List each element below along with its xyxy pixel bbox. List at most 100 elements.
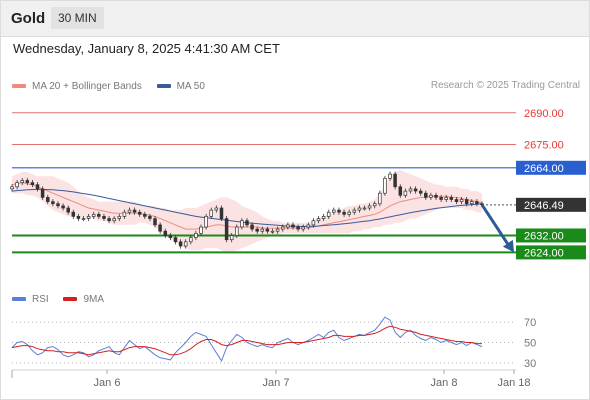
candle-body [97,213,101,217]
candle-body [429,194,433,198]
candle-body [270,230,275,233]
candle-body [117,216,122,219]
candle-body [470,201,474,205]
interval-button[interactable]: 30 MIN [51,7,104,29]
candle-body [250,224,254,230]
forecast-arrow-icon [480,203,514,253]
candle-body [178,241,183,247]
rsi-tick-label: 70 [524,317,536,329]
candle-body [357,207,362,211]
candle-body [454,199,459,202]
x-tick-label: Jan 18 [497,377,530,389]
candle-body [388,173,392,179]
copyright: Research © 2025 Trading Central [430,80,580,91]
candle-body [362,207,367,210]
candle-body [86,216,91,219]
ma50-swatch-icon [156,84,171,88]
candle-body [107,218,111,222]
candle-body [286,224,290,228]
candle-body [81,218,86,220]
candle-body [393,173,397,188]
symbol-name: Gold [11,10,46,27]
candle-body [260,228,265,232]
candle-body [20,180,24,183]
level-label-price: 2646.49 [524,200,564,212]
candle-body [245,220,249,226]
candle-body [383,178,387,194]
candle-body [40,188,45,198]
candle-body [122,211,127,217]
x-axis: Jan 6 Jan 7 Jan 8 Jan 18 [11,369,531,389]
timestamp: Wednesday, January 8, 2025 4:41:30 AM CE… [13,41,280,56]
arrow-head [502,239,514,253]
bollinger-band [12,169,482,253]
candle-body [378,192,382,205]
x-tick-label: Jan 7 [263,377,290,389]
candle-body [321,216,326,219]
candle-body [291,224,295,228]
key-levels [12,112,516,254]
rsi-panel: 70 50 30 [11,316,536,370]
candle-body [337,209,341,213]
candle-body [163,230,168,236]
candle-body [240,220,244,228]
candle-body [301,226,305,230]
rsi-ma-swatch-icon [63,297,78,301]
chart-header: Gold 30 MIN [0,0,590,37]
level-tag-support [516,245,586,260]
candle-body [229,235,234,241]
candles [10,171,484,249]
candle-body [326,211,331,217]
candle-body [112,218,116,222]
candle-body [311,220,316,226]
candle-body [332,209,336,213]
candle-body [25,180,30,183]
candle-body [204,216,208,228]
candle-body [316,218,321,222]
level-label-resistance: 2675.00 [524,140,564,152]
candle-body [418,190,423,194]
x-tick-label: Jan 6 [94,377,121,389]
level-label-support: 2632.00 [524,230,564,242]
candle-body [51,201,55,205]
candle-body [372,203,377,207]
rsi-ma-line [11,325,482,356]
candle-body [148,216,152,219]
candle-body [464,199,469,205]
candle-body [434,194,438,198]
candle-body [398,186,403,196]
candle-body [66,207,70,213]
rsi-tick-label: 50 [524,338,536,350]
candle-body [439,197,443,200]
candle-body [347,211,351,215]
legend-rsi-ma-label: 9MA [83,293,105,305]
candle-body [352,209,357,213]
candle-body [56,203,60,207]
legend-rsi: RSI [12,294,49,305]
candle-body [183,241,188,247]
rsi-line [11,316,483,363]
level-label-pivot: 2664.00 [524,163,564,175]
candle-body [137,211,142,215]
candle-body [199,226,203,234]
candle-body [173,237,178,243]
candle-body [275,228,280,232]
level-tag-pivot [516,160,586,175]
legend-rsi-label: RSI [32,293,49,305]
price-legend: MA 20 + Bollinger Bands MA 50 [12,80,217,92]
candle-body [449,197,454,200]
candle-body [127,209,132,213]
candle-body [194,233,198,238]
level-label-resistance: 2690.00 [524,108,564,120]
candle-body [189,237,193,243]
candle-body [30,182,35,186]
candle-body [71,211,76,217]
legend-rsi-ma: 9MA [63,294,104,305]
candle-body [424,192,428,198]
candle-body [408,188,413,192]
legend-ma50-label: MA 50 [176,80,205,92]
candle-body [153,218,157,226]
candle-body [10,186,14,190]
candle-body [403,190,408,196]
